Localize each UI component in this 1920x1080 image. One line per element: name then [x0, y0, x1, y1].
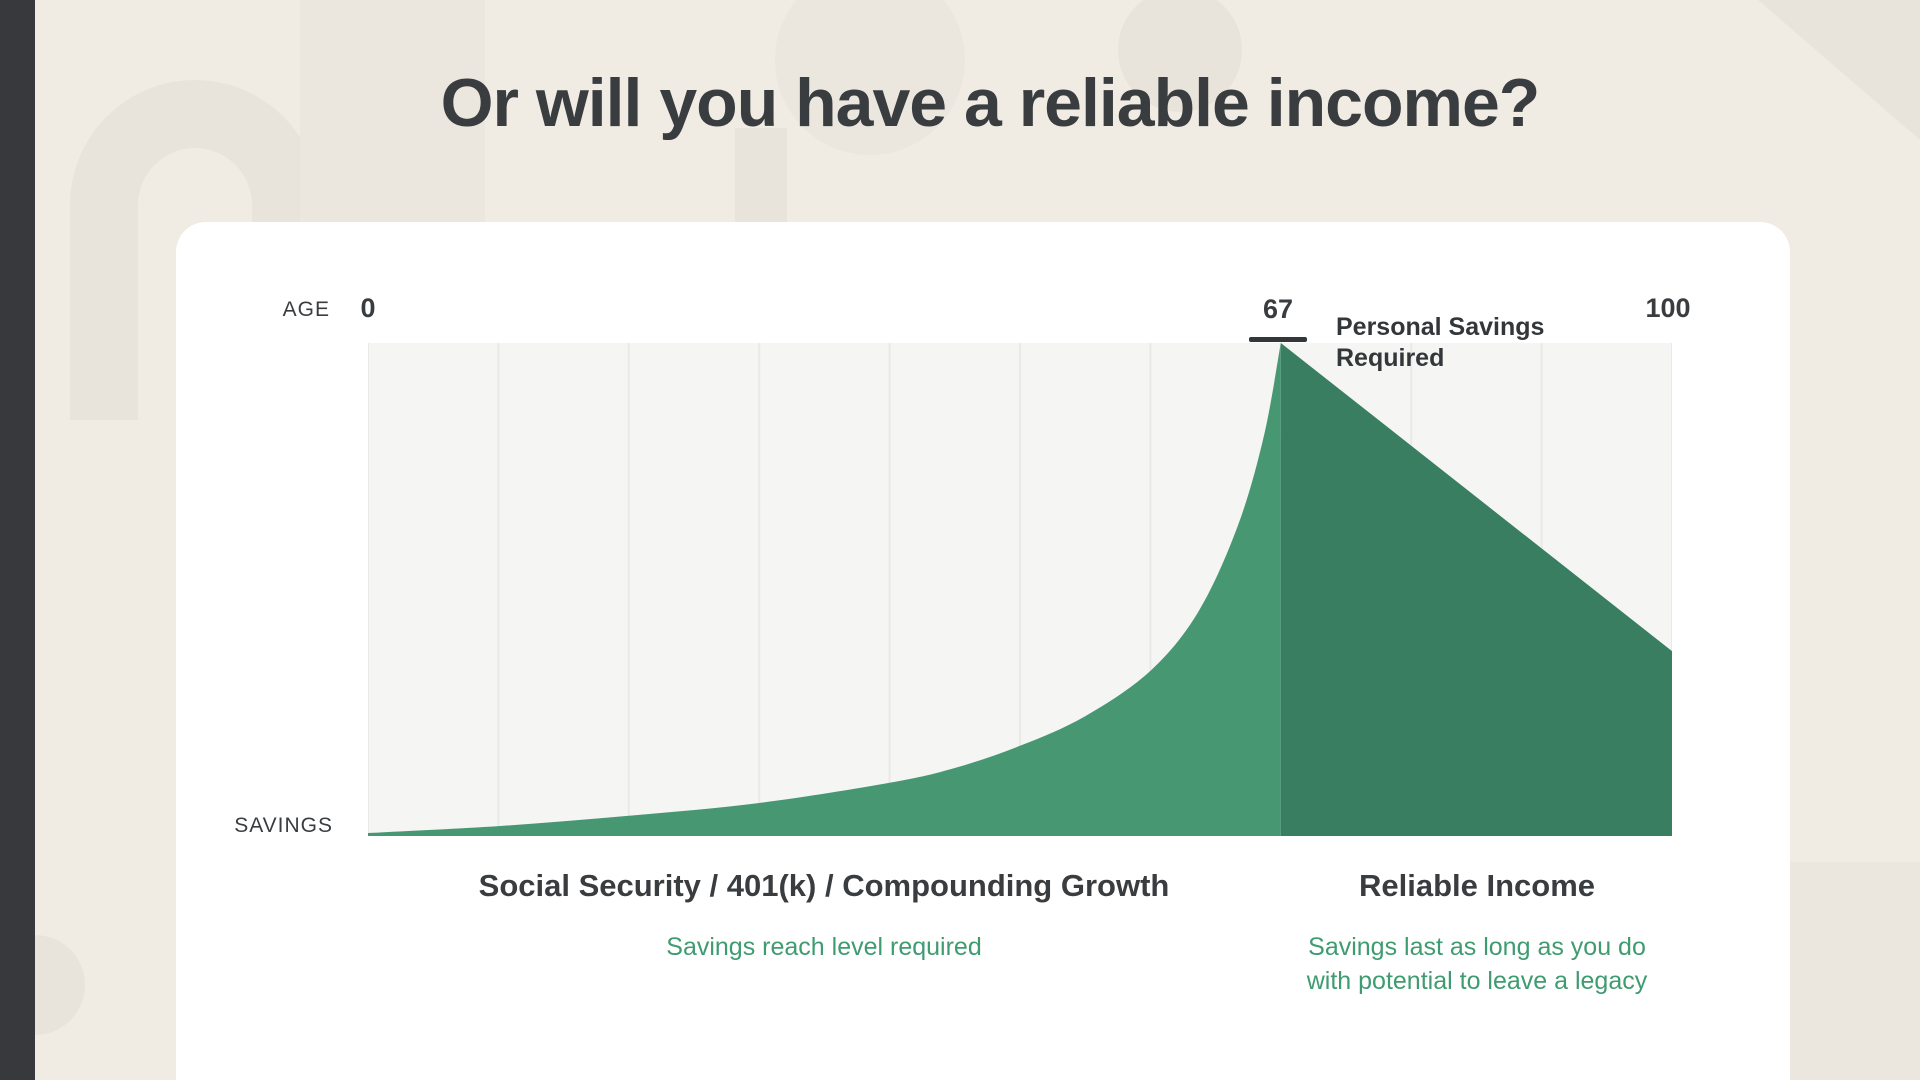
reliable-income-label: Reliable Income — [1358, 868, 1596, 903]
decorative-rectangle-top — [300, 0, 485, 260]
left-edge-bar — [0, 0, 35, 1080]
decorative-rectangle-bottom — [1790, 862, 1920, 1080]
age-axis-label: AGE — [282, 298, 330, 321]
personal-savings-required-annotation: Personal Savings Required — [1336, 313, 1545, 372]
decorative-circle-small — [1118, 0, 1242, 112]
savings-area-chart — [368, 343, 1672, 836]
age-tick-67: 67 — [1262, 294, 1294, 324]
reliable-income-subtitle-line2: with potential to leave a legacy — [1306, 967, 1648, 995]
growth-phase-caption: Social Security / 401(k) / Compounding G… — [374, 868, 1274, 964]
reliable-income-caption: Reliable Income Savings last as long as … — [1277, 868, 1677, 998]
savings-axis-label: SAVINGS — [234, 814, 333, 837]
age-tick-0: 0 — [360, 293, 376, 323]
age-tick-100: 100 — [1645, 293, 1691, 323]
growth-phase-subtitle: Savings reach level required — [666, 933, 982, 961]
decline-area — [1280, 343, 1672, 836]
growth-area — [368, 343, 1281, 836]
retirement-age-tick-mark — [1249, 337, 1307, 342]
reliable-income-subtitle: Savings last as long as you do with pote… — [1277, 930, 1677, 998]
reliable-income-subtitle-line1: Savings last as long as you do — [1308, 933, 1646, 961]
page-title: Or will you have a reliable income? — [440, 65, 1541, 141]
decorative-stripe — [735, 128, 787, 222]
decorative-circle-large — [775, 0, 965, 155]
growth-phase-label: Social Security / 401(k) / Compounding G… — [478, 868, 1170, 903]
